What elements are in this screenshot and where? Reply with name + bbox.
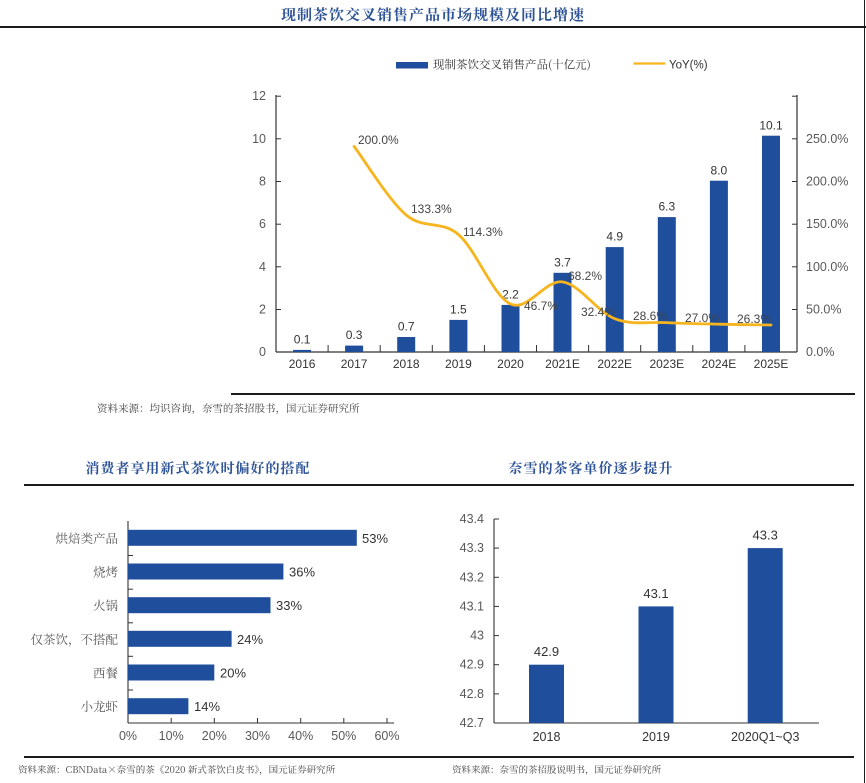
svg-text:43.1: 43.1 xyxy=(460,599,484,613)
svg-text:42.9: 42.9 xyxy=(460,658,484,672)
svg-text:2019: 2019 xyxy=(642,730,670,744)
svg-text:43.3: 43.3 xyxy=(460,541,484,555)
svg-text:42.8: 42.8 xyxy=(460,687,484,701)
svg-text:42.9: 42.9 xyxy=(534,644,559,659)
svg-text:43.2: 43.2 xyxy=(460,570,484,584)
svg-text:43.3: 43.3 xyxy=(753,528,778,543)
svg-text:43.4: 43.4 xyxy=(460,512,484,526)
svg-text:2018: 2018 xyxy=(533,730,561,744)
svg-text:43: 43 xyxy=(470,629,484,643)
svg-text:2020Q1~Q3: 2020Q1~Q3 xyxy=(731,730,800,744)
svg-text:43.1: 43.1 xyxy=(643,586,668,601)
svg-text:42.7: 42.7 xyxy=(460,716,484,730)
